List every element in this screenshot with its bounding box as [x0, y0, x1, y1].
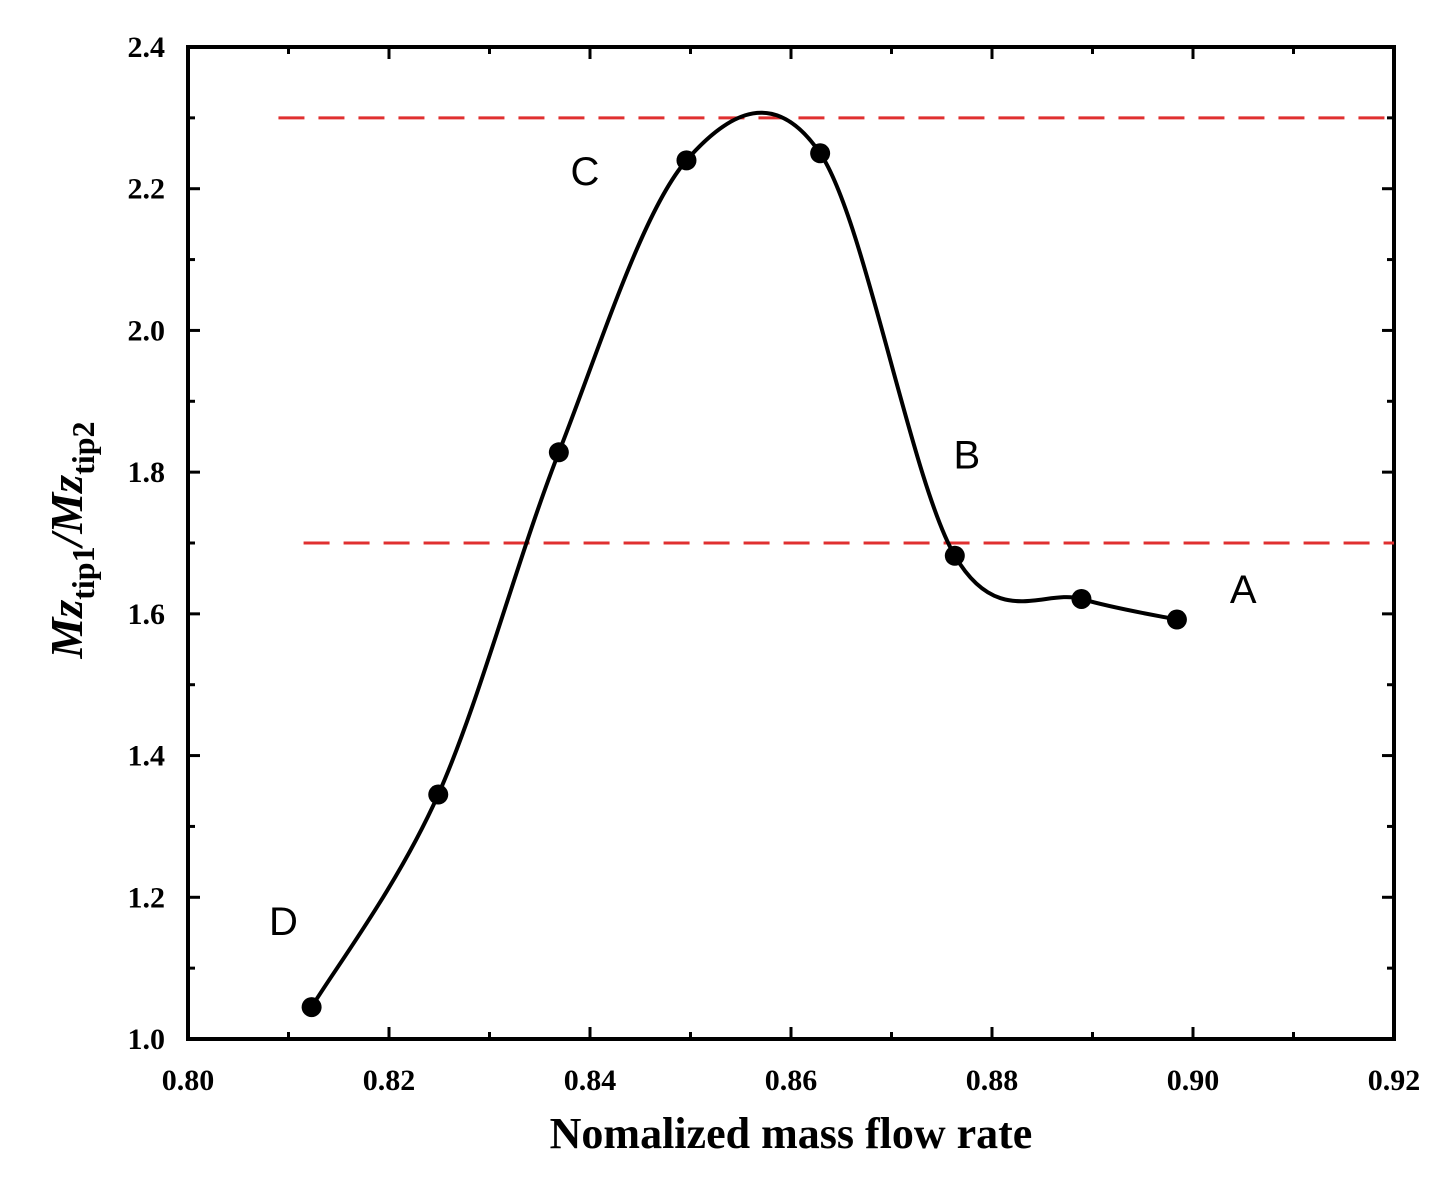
- y-tick-label: 2.2: [128, 173, 166, 206]
- y-tick-label: 2.4: [128, 31, 166, 64]
- point-label-c: C: [571, 150, 600, 194]
- reference-lines: [278, 116, 1394, 545]
- data-point: [810, 143, 831, 164]
- data-points: [301, 143, 1187, 1018]
- y-axis-title: Mztip1/Mztip2: [41, 421, 101, 659]
- point-label-d: D: [269, 900, 298, 944]
- y-tick-label: 1.8: [128, 456, 166, 489]
- data-point: [428, 784, 449, 805]
- data-point: [944, 545, 965, 566]
- ticks: [186, 45, 1396, 1041]
- data-point: [1166, 609, 1187, 630]
- y-axis-title-sep: /: [41, 529, 92, 549]
- x-tick-label: 0.86: [765, 1064, 818, 1097]
- y-tick-label: 1.2: [128, 881, 166, 914]
- x-tick-label: 0.90: [1167, 1064, 1220, 1097]
- x-tick-label: 0.88: [966, 1064, 1019, 1097]
- y-tick-label: 1.6: [128, 598, 166, 631]
- data-point: [301, 997, 322, 1018]
- x-axis-title: Nomalized mass flow rate: [550, 1109, 1033, 1158]
- point-label-b: B: [954, 434, 981, 478]
- x-tick-labels: 0.80 0.82 0.84 0.86 0.88 0.90 0.92: [162, 1064, 1421, 1097]
- series-line: [309, 110, 1178, 1009]
- y-tick-labels: 1.0 1.2 1.4 1.6 1.8 2.0 2.2 2.4: [128, 31, 166, 1056]
- y-axis-title-sub2: tip2: [65, 421, 101, 474]
- y-tick-label: 2.0: [128, 314, 166, 347]
- y-tick-label: 1.4: [128, 740, 166, 773]
- annotations: A B C D: [269, 150, 1257, 944]
- x-tick-label: 0.92: [1368, 1064, 1421, 1097]
- y-tick-label: 1.0: [128, 1023, 166, 1056]
- x-tick-label: 0.84: [564, 1064, 617, 1097]
- data-point: [676, 150, 697, 171]
- x-tick-label: 0.82: [363, 1064, 416, 1097]
- data-point: [1071, 588, 1092, 609]
- point-label-a: A: [1230, 568, 1257, 612]
- x-tick-label: 0.80: [162, 1064, 215, 1097]
- y-axis-title-sub1: tip1: [65, 546, 101, 599]
- data-point: [548, 442, 569, 463]
- y-axis-title-main2: Mz: [41, 475, 92, 535]
- y-axis-title-main1: Mz: [41, 600, 92, 660]
